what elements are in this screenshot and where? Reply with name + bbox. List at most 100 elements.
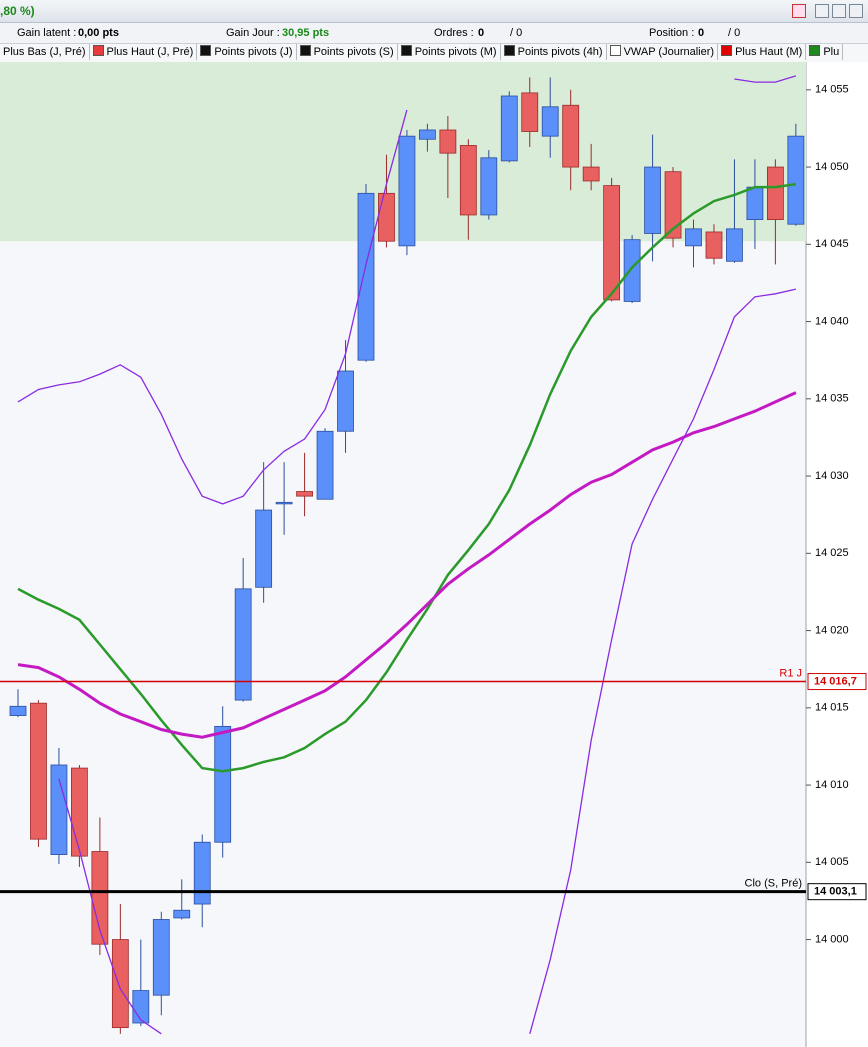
y-tick-label: 14 055 [815,84,849,96]
candle-body [582,166,600,182]
candle-body [685,228,702,247]
indicator-tab[interactable]: Points pivots (J) [197,44,297,60]
y-tick-label: 14 040 [815,315,849,327]
tab-label: Points pivots (S) [313,46,394,58]
y-tick-label: 14 050 [815,161,849,173]
tab-swatch [503,45,515,56]
y-tick-label: 14 010 [815,779,849,791]
candle-body [30,702,47,840]
y-tick-label: 14 030 [815,470,849,482]
candle-body [296,491,313,497]
indicator-tab[interactable]: Points pivots (S) [297,44,398,60]
candle-body [234,588,252,701]
candle-body [500,95,518,162]
candle-body [357,192,375,361]
level-value: 14 016,7 [814,675,857,687]
indicator-tab[interactable]: Plu [806,44,844,60]
tab-swatch [200,45,212,56]
level-badge [807,673,867,691]
tab-swatch [400,45,412,56]
ordres-label: Ordres : [434,27,474,39]
candle-body [726,228,743,262]
candle-body [214,725,232,843]
level-label: Clo (S, Pré) [745,878,802,890]
position-label: Position : [649,27,695,39]
indicator-tab[interactable]: Plus Haut (M) [718,44,807,60]
candle-body [378,192,395,242]
indicator-tab[interactable]: Plus Haut (J, Pré) [90,44,198,60]
candle-body [152,919,170,996]
chart: 14 000 14 005 14 010 14 015 14 020 14 025 14 0… [0,62,868,1047]
y-tick-label: 14 020 [815,624,849,636]
candle-body [9,705,27,716]
tab-swatch [609,45,621,56]
tab-label: Points pivots (4h) [517,46,603,58]
gain-latent: 0,00 pts [78,27,119,39]
candle-body [664,171,682,239]
position-total: / 0 [728,27,741,39]
tab-swatch [92,45,104,56]
indicator-line [17,182,797,773]
candle-body [173,909,191,919]
candle-body [71,767,88,857]
tab-swatch [809,45,821,56]
candle-body [337,370,354,432]
gain-jour: 30,95 pts [282,27,330,39]
y-tick-label: 14 045 [815,238,849,250]
refresh-button[interactable] [792,4,806,18]
indicator-tab[interactable]: VWAP (Journalier) [607,44,719,60]
gain-jour-label: Gain Jour : [226,27,280,39]
candle-body [623,239,641,302]
indicator-tab[interactable]: Points pivots (4h) [501,44,607,60]
level-label: R1 J [779,667,802,679]
indicator-line [58,288,797,1035]
candle-body [50,764,68,855]
level-badge [807,883,867,901]
y-tick-label: 14 025 [815,547,849,559]
y-tick-label: 14 015 [815,702,849,714]
candle-body [746,186,764,220]
y-tick-label: 14 000 [815,933,849,945]
candle-body [787,135,805,225]
candle-body [459,145,477,216]
candle-body [705,231,723,259]
y-tick-label: 14 035 [815,393,849,405]
candle-body [418,129,436,140]
candle-body [541,106,559,137]
window-title: ,80 %) [0,4,35,18]
candle-body [193,841,211,905]
tab-swatch [299,45,311,56]
title-bar: ,80 %) [0,0,868,23]
position: 0 [698,27,705,39]
minimize-button[interactable] [815,4,829,18]
candle-body [316,430,334,500]
indicator-tab[interactable]: Points pivots (M) [398,44,501,60]
candle-body [766,166,784,220]
info-bar: Gain latent : 0,00 pts Gain Jour : 30,95… [0,23,868,44]
candle-body [644,166,661,234]
indicator-tabs: Plus Bas (J, Pré) Plus Haut (J, Pré) Point… [0,44,868,63]
candle-body [439,129,457,154]
candle-body [603,185,621,301]
indicator-line [17,391,797,739]
indicator-line [17,75,797,505]
candle-body [255,509,273,588]
ordres-total: / 0 [510,27,523,39]
gain-latent-label: Gain latent : [17,27,77,39]
y-tick-label: 14 005 [815,856,849,868]
tab-label: Plus Haut (M) [735,46,803,58]
candle-body [132,990,150,1024]
candle-body [562,104,580,168]
maximize-button[interactable] [832,4,846,18]
close-button[interactable] [849,4,863,18]
tab-swatch [721,45,733,56]
candle-body [398,135,416,247]
candle-body [521,92,539,132]
level-value: 14 003,1 [814,886,857,898]
candle-body [275,501,293,505]
tab-label: Plus Bas (J, Pré) [3,46,86,58]
candle-body [480,157,498,216]
indicator-tab[interactable]: Plus Bas (J, Pré) [0,44,90,60]
tab-label: VWAP (Journalier) [623,46,715,58]
